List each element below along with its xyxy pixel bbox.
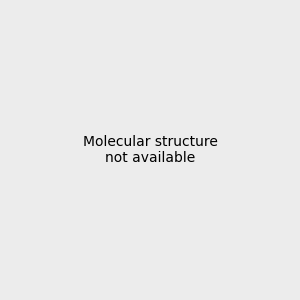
Text: Molecular structure
not available: Molecular structure not available [82,135,218,165]
